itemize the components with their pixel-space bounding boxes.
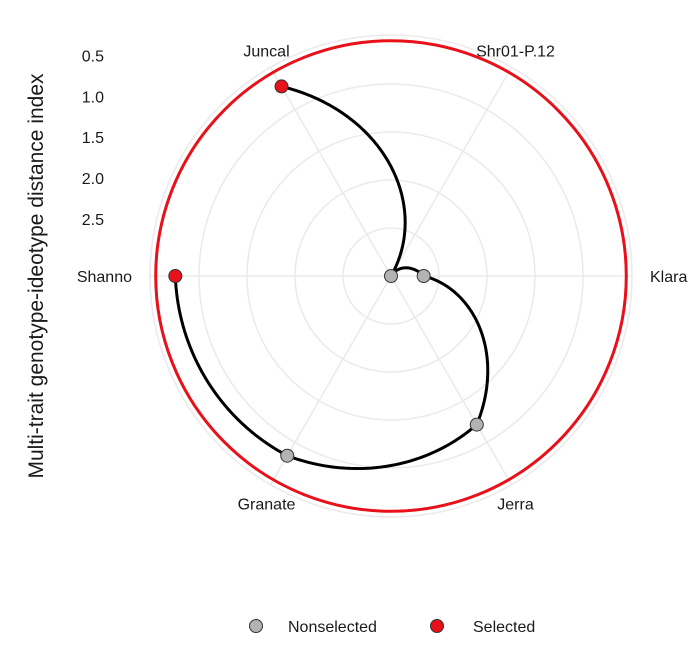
point-shannon bbox=[168, 269, 183, 283]
legend-swatch-nonselected bbox=[249, 619, 263, 633]
point-layer bbox=[168, 79, 484, 463]
grid-layer bbox=[149, 34, 633, 518]
r-tick-label: 1.5 bbox=[82, 130, 104, 147]
category-label-layer: Juncal Shr01-P.12 Klara Jerra Granate Shanno bbox=[77, 43, 688, 513]
point-klara bbox=[416, 269, 431, 283]
curve-layer bbox=[173, 84, 490, 471]
legend: Nonselected Selected bbox=[249, 619, 535, 636]
point-juncal bbox=[274, 79, 289, 94]
spoke-line bbox=[269, 66, 392, 277]
category-label-klara: Klara bbox=[650, 269, 687, 286]
category-label-granate: Granate bbox=[238, 497, 296, 514]
point-shr01-p-12 bbox=[384, 269, 398, 283]
r-tick-label: 2.5 bbox=[82, 212, 104, 229]
legend-label-selected: Selected bbox=[473, 619, 535, 636]
selection-threshold-circle bbox=[154, 39, 628, 513]
r-tick-label: 1.0 bbox=[82, 89, 104, 106]
category-label-jerra: Jerra bbox=[497, 497, 534, 514]
distance-curve bbox=[173, 84, 490, 471]
r-tick-label: 2.0 bbox=[82, 171, 104, 188]
point-granate bbox=[280, 448, 295, 463]
legend-label-nonselected: Nonselected bbox=[288, 619, 377, 636]
category-label-shannon: Shanno bbox=[77, 269, 132, 286]
r-tick-label: 0.5 bbox=[82, 48, 104, 65]
legend-swatch-selected bbox=[430, 619, 444, 633]
tick-label-layer: 0.5 1.0 1.5 2.0 2.5 bbox=[82, 48, 104, 228]
point-jerra bbox=[469, 417, 484, 432]
category-label-juncal: Juncal bbox=[243, 43, 289, 60]
threshold-layer bbox=[154, 39, 628, 513]
spoke-line bbox=[390, 275, 513, 486]
spoke-line bbox=[390, 66, 513, 277]
y-axis-title: Multi-trait genotype-ideotype distance i… bbox=[25, 73, 48, 479]
category-label-shr01-p-12: Shr01-P.12 bbox=[476, 43, 555, 60]
